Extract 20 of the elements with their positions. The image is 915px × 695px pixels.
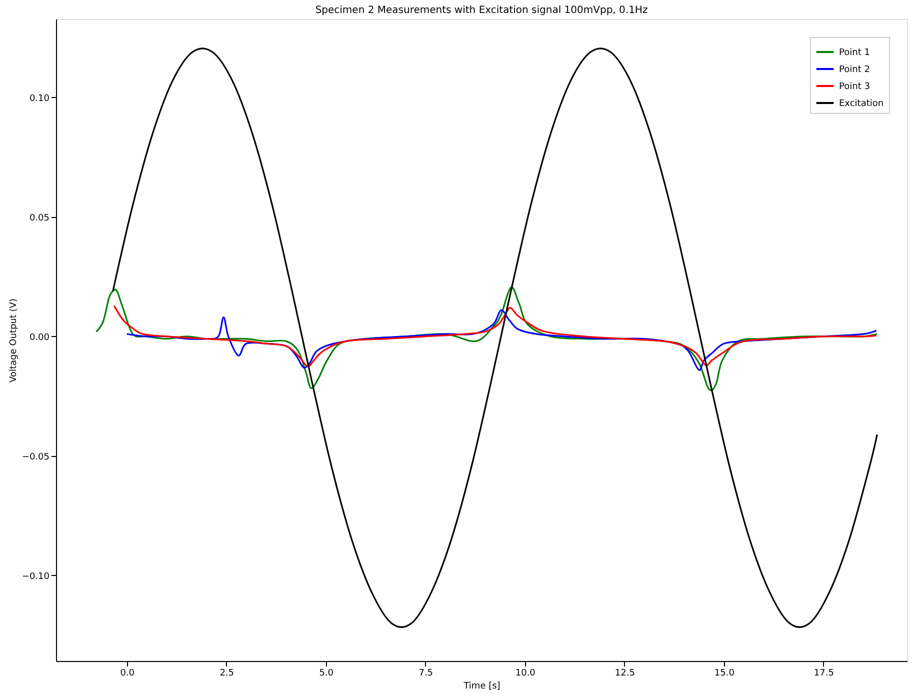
x-axis-title: Time [s] [462, 682, 500, 692]
x-tick-label: 17.5 [814, 668, 834, 678]
legend-label: Excitation [839, 99, 884, 109]
legend-label: Point 3 [839, 82, 870, 92]
x-tick-label: 2.5 [220, 668, 234, 678]
x-tick-label: 12.5 [614, 668, 635, 678]
y-tick-label: 0.10 [29, 94, 50, 104]
x-tick-label: 15.0 [714, 668, 735, 678]
x-tick-label: 10.0 [515, 668, 536, 678]
chart-title: Specimen 2 Measurements with Excitation signal 100mVpp, 0.1Hz [315, 5, 648, 16]
x-tick-label: 0.0 [120, 668, 135, 678]
x-tick-label: 5.0 [319, 668, 334, 678]
x-tick-label: 7.5 [418, 668, 434, 678]
legend-label: Point 2 [839, 65, 870, 75]
legend-label: Point 1 [839, 48, 870, 58]
y-tick-label: −0.10 [22, 572, 50, 582]
y-axis-title: Voltage Output (V) [8, 298, 19, 382]
y-tick-label: 0.05 [29, 213, 50, 224]
y-tick-label: 0.00 [29, 332, 50, 343]
y-tick-label: −0.05 [22, 452, 50, 462]
